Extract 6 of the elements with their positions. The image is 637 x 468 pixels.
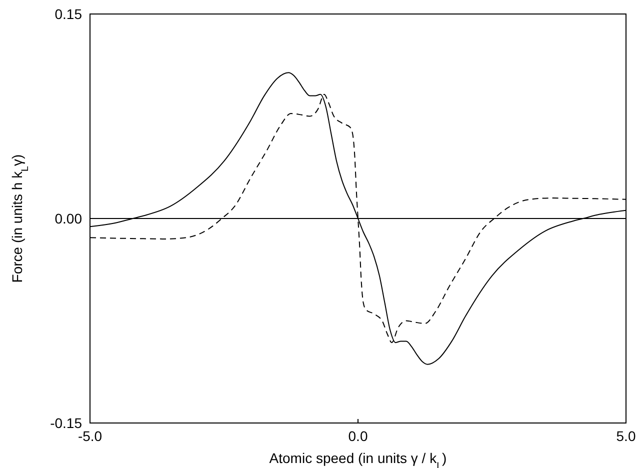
x-tick-label: 0.0 xyxy=(348,428,368,444)
y-tick-label: 0.15 xyxy=(54,6,82,22)
y-tick-label: -0.15 xyxy=(50,414,82,431)
y-tick-label: 0.00 xyxy=(54,210,82,226)
x-tick-label: -5.0 xyxy=(78,428,102,444)
x-tick-label: 5.0 xyxy=(616,428,636,444)
